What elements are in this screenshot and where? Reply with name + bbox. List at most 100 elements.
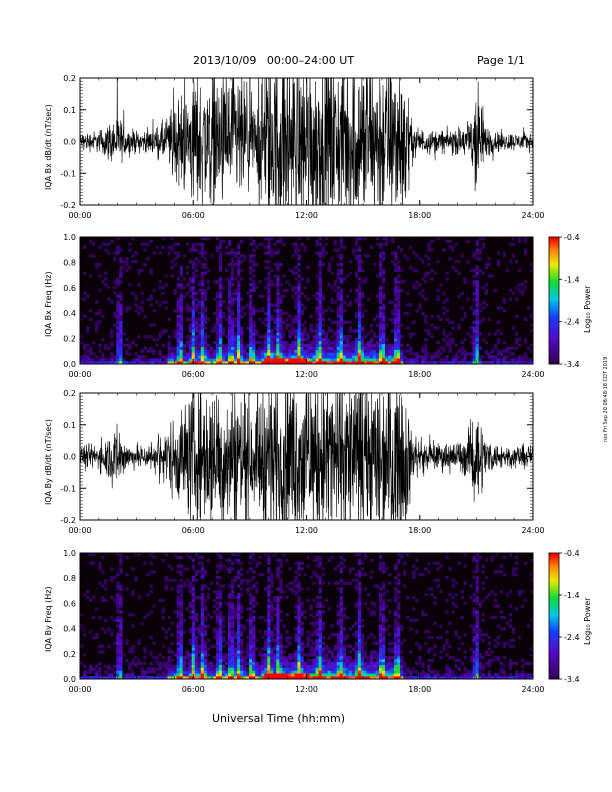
spectrogram-cell: [378, 291, 383, 296]
spectrogram-cell: [336, 326, 341, 330]
spectrogram-cell: [252, 320, 256, 324]
spectrogram-cell: [496, 338, 501, 342]
colorbar-step: [549, 296, 559, 299]
spectrogram-cell: [303, 610, 307, 614]
spectrogram-cell: [158, 280, 162, 284]
spectrogram-cell: [200, 616, 205, 620]
spectrogram-cell: [276, 647, 280, 651]
spectrogram-cell: [391, 656, 395, 660]
colorbar-step: [549, 323, 559, 327]
spectrogram-cell: [258, 242, 262, 246]
spectrogram-cell: [197, 664, 202, 668]
spectrogram-cell: [261, 573, 265, 577]
spectrogram-cell: [155, 673, 159, 677]
spectrogram-cell: [294, 584, 298, 588]
spectrogram-cell: [221, 664, 226, 668]
spectrogram-cell: [267, 673, 271, 677]
spectrogram-cell: [200, 610, 205, 614]
spectrogram-cell: [188, 581, 193, 585]
spectrogram-cell: [300, 667, 304, 671]
spectrogram-cell: [424, 314, 428, 319]
spectrogram-cell: [164, 358, 168, 362]
spectrogram-cell: [101, 584, 105, 588]
spectrogram-cell: [246, 578, 250, 582]
spectrogram-cell: [143, 358, 147, 362]
spectrogram-cell: [378, 636, 383, 640]
spectrogram-cell: [167, 627, 171, 631]
spectrogram-cell: [294, 636, 298, 640]
spectrogram-cell: [394, 581, 398, 585]
spectrogram-cell: [194, 613, 199, 617]
spectrogram-cell: [227, 618, 232, 623]
spectrogram-cell: [375, 664, 380, 668]
spectrogram-cell: [252, 361, 256, 364]
spectrogram-cell: [101, 570, 105, 574]
spectrogram-cell: [267, 280, 271, 284]
spectrogram-cell: [143, 676, 147, 679]
spectrogram-cell: [297, 332, 301, 336]
spectrogram-cell: [291, 332, 295, 336]
spectrogram-cell: [218, 656, 223, 660]
spectrogram-cell: [397, 265, 401, 270]
spectrogram-cell: [297, 303, 301, 307]
spectrogram-cell: [475, 340, 479, 345]
spectrogram-cell: [224, 661, 229, 665]
spectrogram-cell: [321, 627, 325, 631]
spectrogram-cell: [200, 352, 205, 356]
spectrogram-cell: [95, 312, 99, 316]
spectrogram-cell: [227, 320, 232, 324]
spectrogram-cell: [98, 274, 102, 278]
spectrogram-cell: [179, 664, 183, 668]
spectrogram-cell: [98, 670, 102, 674]
spectrogram-cell: [200, 653, 205, 657]
spectrogram-cell: [388, 658, 392, 663]
spectrogram-cell: [267, 260, 271, 264]
spectrogram-cell: [194, 352, 199, 356]
spectrogram-cell: [197, 349, 202, 353]
spectrogram-cell: [475, 343, 479, 347]
spectrogram-cell: [179, 355, 183, 359]
spectrogram-cell: [327, 340, 331, 345]
spectrogram-cell: [125, 260, 129, 264]
spectrogram-cell: [517, 343, 522, 347]
spectrogram-cell: [215, 306, 220, 310]
spectrogram-cell: [270, 237, 274, 241]
spectrogram-cell: [161, 676, 165, 679]
spectrogram-cell: [397, 621, 401, 625]
spectrogram-cell: [101, 676, 105, 679]
spectrogram-cell: [348, 644, 353, 648]
spectrogram-cell: [279, 647, 283, 651]
spectrogram-cell: [300, 653, 304, 657]
spectrogram-cell: [382, 613, 386, 617]
spectrogram-cell: [360, 641, 365, 645]
spectrogram-cell: [227, 627, 232, 631]
spectrogram-cell: [179, 636, 183, 640]
spectrogram-cell: [197, 352, 202, 356]
spectrogram-cell: [179, 340, 183, 345]
spectrogram-cell: [382, 309, 386, 313]
spectrogram-cell: [303, 661, 307, 665]
spectrogram-cell: [252, 627, 256, 631]
spectrogram-cell: [92, 361, 96, 364]
spectrogram-cell: [309, 346, 313, 350]
spectrogram-cell: [366, 607, 371, 611]
spectrogram-cell: [134, 661, 138, 665]
spectrogram-cell: [191, 312, 196, 316]
spectrogram-cell: [318, 303, 322, 307]
spectrogram-cell: [445, 335, 449, 339]
spectrogram-cell: [191, 667, 196, 671]
spectrogram-cell: [279, 361, 283, 364]
spectrogram-cell: [206, 670, 211, 674]
spectrogram-cell: [231, 604, 235, 608]
spectrogram-cell: [231, 268, 235, 272]
spectrogram-cell: [270, 676, 274, 679]
spectrogram-cell: [249, 630, 253, 634]
spectrogram-cell: [113, 314, 117, 319]
spectrogram-cell: [221, 329, 226, 333]
spectrogram-cell: [182, 581, 186, 585]
spectrogram-cell: [227, 650, 232, 654]
spectrogram-cell: [240, 607, 244, 611]
spectrogram-cell: [333, 332, 337, 336]
spectrogram-cell: [170, 578, 174, 582]
spectrogram-cell: [83, 355, 87, 359]
